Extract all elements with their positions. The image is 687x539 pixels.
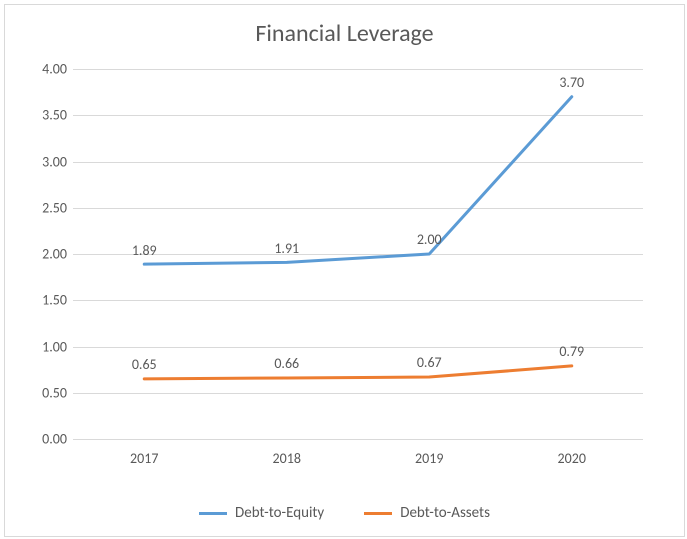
y-tick-label: 0.50 (23, 384, 67, 401)
data-label: 1.89 (132, 242, 157, 259)
legend-item: Debt-to-Assets (364, 504, 490, 522)
legend-swatch (364, 512, 392, 515)
y-tick-label: 1.50 (23, 292, 67, 309)
data-label: 0.67 (417, 354, 442, 371)
x-tick-label: 2018 (273, 450, 301, 467)
data-label: 2.00 (417, 231, 442, 248)
y-tick-label: 3.00 (23, 153, 67, 170)
y-tick-label: 4.00 (23, 61, 67, 78)
chart-title: Financial Leverage (5, 19, 684, 48)
data-label: 1.91 (274, 240, 299, 257)
data-label: 0.79 (559, 343, 584, 360)
y-tick-label: 2.00 (23, 246, 67, 263)
y-tick-label: 0.00 (23, 431, 67, 448)
legend-swatch (199, 512, 227, 515)
data-label: 3.70 (559, 74, 584, 91)
series-line (144, 366, 572, 379)
y-tick-label: 3.50 (23, 107, 67, 124)
legend: Debt-to-Equity Debt-to-Assets (5, 504, 684, 522)
x-tick-label: 2019 (415, 450, 443, 467)
x-tick-label: 2017 (130, 450, 158, 467)
y-tick-label: 1.00 (23, 338, 67, 355)
series-line (144, 97, 572, 264)
legend-item: Debt-to-Equity (199, 504, 324, 522)
y-tick-label: 2.50 (23, 199, 67, 216)
chart-container: Financial Leverage 0.000.501.001.502.002… (4, 4, 685, 537)
legend-label: Debt-to-Assets (400, 504, 490, 522)
x-tick-label: 2020 (558, 450, 586, 467)
series-layer (73, 69, 643, 439)
data-label: 0.65 (132, 356, 157, 373)
data-label: 0.66 (274, 355, 299, 372)
plot-area: 0.000.501.001.502.002.503.003.504.00 201… (73, 69, 643, 440)
legend-label: Debt-to-Equity (235, 504, 324, 522)
